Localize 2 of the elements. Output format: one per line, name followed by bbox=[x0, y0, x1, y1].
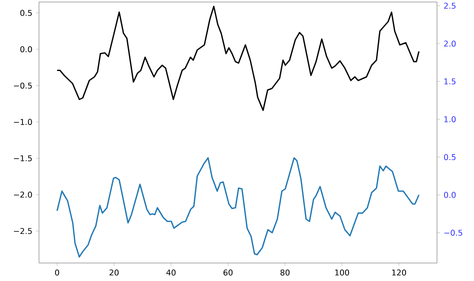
line-series bbox=[56, 157, 420, 258]
line-series bbox=[56, 6, 420, 111]
